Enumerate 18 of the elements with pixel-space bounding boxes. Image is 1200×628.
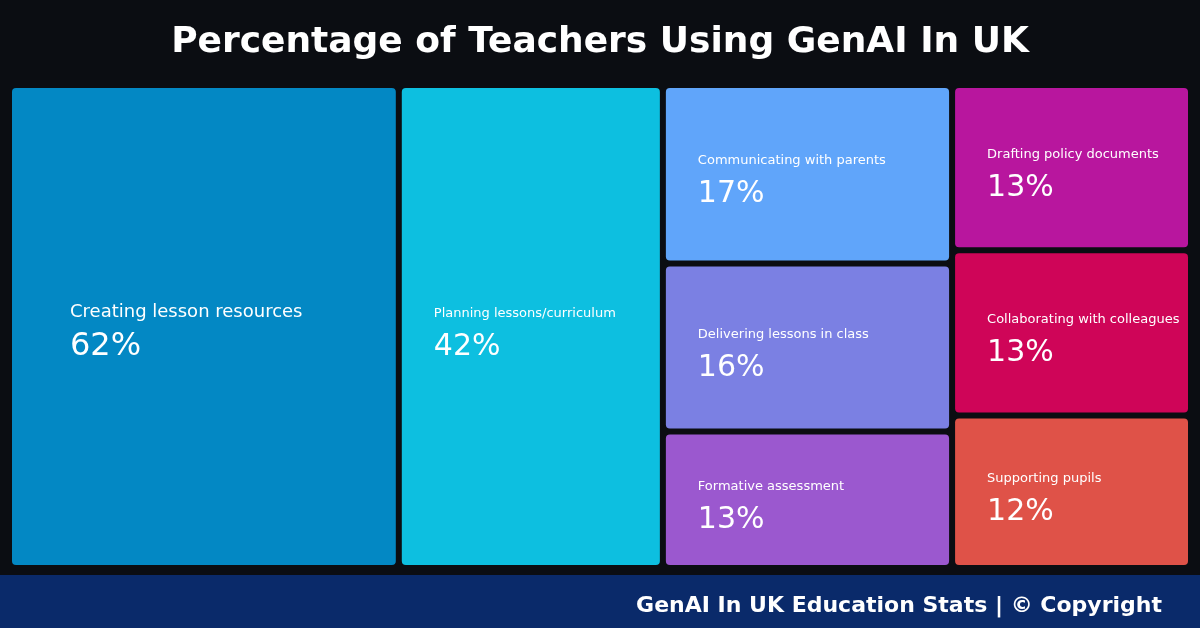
data-label: 13% [987,332,1054,368]
data-label: 13% [697,499,765,535]
category-label: Communicating with parents [697,152,887,168]
category-label: Supporting pupils [987,469,1102,485]
category-label: Creating lesson resources [70,299,303,321]
category-label: Collaborating with colleagues [987,310,1180,326]
data-label: 13% [987,167,1054,203]
data-label: 16% [697,347,765,383]
data-label: 17% [697,174,765,210]
category-label: Formative assessment [697,477,845,493]
text: GenAI In UK Education Stats | © Copyright [636,592,1163,618]
data-label: 62% [70,324,142,363]
data-label: 12% [987,491,1054,527]
category-label: Delivering lessons in class [697,325,870,341]
category-label: Planning lessons/curriculum [433,304,616,320]
category-label: Drafting policy documents [987,145,1160,161]
data-label: 42% [433,326,501,362]
text: Percentage of Teachers Using GenAI In UK [171,19,1030,60]
